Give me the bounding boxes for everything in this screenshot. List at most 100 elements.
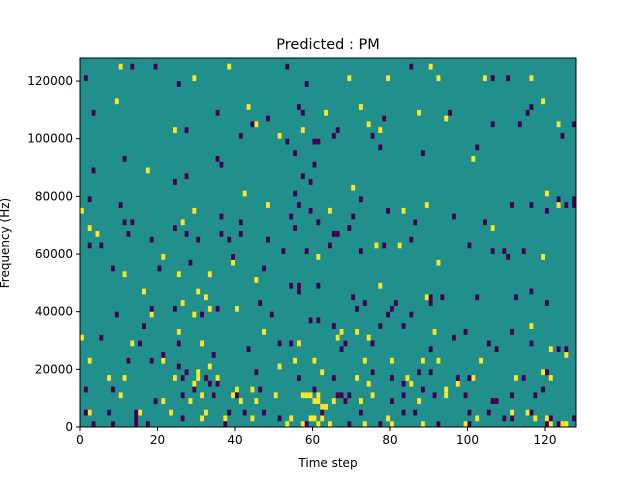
heatmap-cell-high (122, 271, 127, 278)
heatmap-cell-high (560, 421, 565, 427)
heatmap-cell-low (297, 202, 301, 208)
heatmap-cell-low (421, 386, 425, 393)
y-tick-label: 0 (65, 420, 73, 434)
heatmap-cell-high (533, 415, 538, 422)
heatmap-cell-high (312, 398, 317, 404)
heatmap-cell-high (374, 242, 379, 249)
heatmap-cell-high (444, 115, 449, 122)
heatmap-cell-high (300, 392, 305, 399)
heatmap-cell-high (529, 323, 534, 329)
heatmap-cell-low (293, 225, 298, 231)
heatmap-cell-low (134, 415, 139, 422)
heatmap-cell-high (169, 409, 174, 416)
heatmap-cell-low (401, 323, 406, 329)
heatmap-cell-high (273, 392, 278, 399)
heatmap-cell-low (211, 392, 216, 399)
heatmap-cell-low (359, 196, 363, 203)
heatmap-cell-low (378, 421, 383, 427)
heatmap-cell-low (138, 340, 143, 347)
y-axis-label: Frequency (Hz) (0, 198, 12, 289)
heatmap-cell-high (207, 305, 212, 312)
heatmap-cell-low (130, 63, 135, 70)
heatmap-cell-high (235, 386, 239, 393)
heatmap-cell-high (180, 219, 185, 226)
heatmap-cell-high (401, 207, 406, 214)
heatmap-cell-high (541, 98, 546, 105)
heatmap-cell-low (467, 421, 472, 427)
heatmap-cell-low (370, 132, 375, 139)
heatmap-cell-low (490, 398, 495, 404)
heatmap-cell-low (297, 288, 301, 295)
heatmap-cell-low (401, 409, 406, 416)
heatmap-cell-low (304, 248, 309, 255)
heatmap-cell-high (297, 340, 301, 347)
heatmap-cell-low (316, 317, 321, 324)
heatmap-cell-high (436, 357, 441, 364)
heatmap-cell-high (161, 398, 166, 404)
heatmap-cell-low (370, 340, 375, 347)
heatmap-cell-low (219, 230, 224, 237)
heatmap-cell-low (467, 409, 472, 416)
heatmap-cell-low (145, 421, 150, 427)
heatmap-cell-low (409, 311, 414, 318)
heatmap-cell-low (258, 386, 263, 393)
heatmap-cell-low (455, 375, 460, 381)
heatmap-cell-low (87, 196, 92, 203)
heatmap-cell-low (111, 421, 115, 427)
heatmap-cell-low (506, 75, 511, 82)
heatmap-cell-high (80, 334, 84, 341)
heatmap-cell-low (211, 352, 216, 358)
heatmap-cell-high (428, 63, 433, 70)
heatmap-cell-high (320, 403, 325, 410)
heatmap-cell-high (300, 127, 305, 133)
heatmap-cell-low (533, 392, 538, 399)
x-tick-label: 100 (456, 433, 479, 447)
heatmap-cell-high (556, 121, 561, 128)
heatmap-cell-low (510, 202, 515, 208)
heatmap-cell-high (328, 207, 332, 214)
heatmap-cell-low (235, 392, 239, 399)
heatmap-cell-high (196, 369, 201, 376)
heatmap-cell-low (192, 386, 197, 393)
heatmap-cell-low (564, 346, 569, 353)
heatmap-cell-high (173, 127, 177, 133)
heatmap-cell-low (285, 63, 290, 70)
heatmap-cell-high (266, 202, 270, 208)
x-tick-label: 80 (382, 433, 397, 447)
heatmap-cell-low (173, 225, 177, 231)
heatmap-cell-low (490, 75, 495, 82)
heatmap-cell-low (510, 328, 515, 335)
heatmap-cell-high (335, 334, 340, 341)
heatmap-cell-low (254, 369, 259, 376)
heatmap-cell-high (355, 375, 360, 381)
x-tick-label: 20 (150, 433, 165, 447)
heatmap-cell-high (192, 75, 197, 82)
heatmap-cell-high (145, 167, 150, 174)
y-tick-label: 120000 (27, 74, 73, 88)
heatmap-cell-low (556, 346, 561, 353)
heatmap-cell-low (529, 202, 534, 208)
heatmap-cell-low (417, 369, 422, 376)
heatmap-cell-high (355, 328, 360, 335)
heatmap-cell-high (514, 375, 518, 381)
heatmap-cell-low (250, 121, 255, 128)
chart-title: Predicted : PM (276, 37, 379, 53)
heatmap-cell-high (246, 104, 251, 110)
heatmap-cell-high (378, 127, 383, 133)
heatmap-cell-high (223, 415, 228, 422)
heatmap-cell-low (161, 352, 166, 358)
heatmap-cell-high (347, 75, 352, 82)
heatmap-cell-low (428, 369, 433, 376)
heatmap-cell-high (316, 392, 321, 399)
heatmap-cell-low (83, 409, 88, 416)
heatmap-cell-high (87, 357, 92, 364)
heatmap-cell-low (91, 421, 96, 427)
heatmap-cell-high (254, 398, 259, 404)
heatmap-cell-high (320, 369, 325, 376)
heatmap-cell-low (343, 340, 348, 347)
heatmap-cell-low (440, 294, 445, 301)
heatmap-cell-low (378, 323, 383, 329)
heatmap-cell-high (207, 271, 212, 278)
heatmap-cell-high (231, 259, 236, 266)
heatmap-cell-high (277, 132, 282, 139)
